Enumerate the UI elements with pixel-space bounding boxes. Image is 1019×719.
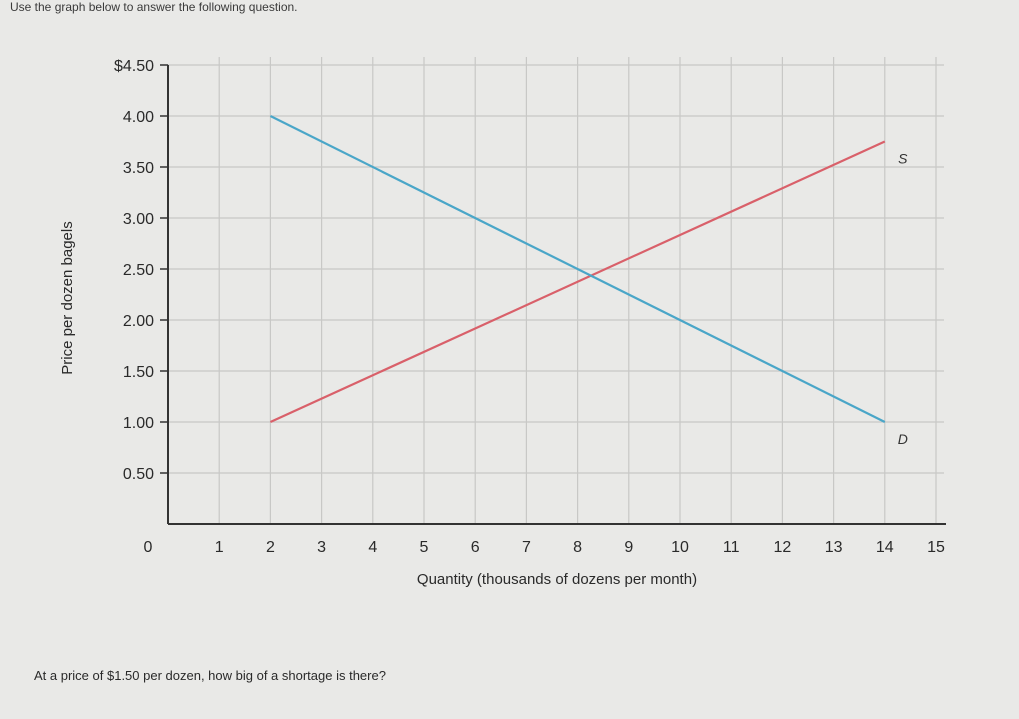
x-tick-label-7: 7 — [522, 539, 531, 556]
x-tick-label-0: 0 — [144, 539, 153, 556]
y-tick-label-4: 2.50 — [123, 262, 154, 279]
x-tick-label-10: 10 — [671, 539, 689, 556]
y-axis-label: Price per dozen bagels — [59, 221, 76, 374]
x-tick-labels: 0 1 2 3 4 5 6 7 8 9 10 11 12 13 14 15 — [144, 539, 945, 556]
y-tick-label-5: 3.00 — [123, 211, 154, 228]
series-label-S: S — [898, 151, 908, 167]
x-tick-label-2: 2 — [266, 539, 275, 556]
y-tick-label-2: 1.50 — [123, 364, 154, 381]
x-tick-label-13: 13 — [825, 539, 843, 556]
x-tick-label-11: 11 — [723, 539, 740, 556]
x-tick-label-8: 8 — [573, 539, 582, 556]
y-tick-labels: 0.50 1.00 1.50 2.00 2.50 3.00 3.50 4.00 $4.50 — [114, 58, 168, 483]
question-text: At a price of $1.50 per dozen, how big o… — [34, 668, 386, 683]
x-tick-label-14: 14 — [876, 539, 894, 556]
grid-lines — [168, 57, 944, 524]
x-tick-label-5: 5 — [420, 539, 429, 556]
axes — [167, 65, 946, 525]
y-tick-label-8: $4.50 — [114, 58, 154, 75]
series-label-D: D — [898, 431, 908, 447]
y-tick-label-3: 2.00 — [123, 313, 154, 330]
x-axis-label: Quantity (thousands of dozens per month) — [417, 571, 697, 588]
instruction-text: Use the graph below to answer the follow… — [10, 0, 298, 14]
y-tick-label-0: 0.50 — [123, 466, 154, 483]
y-tick-label-6: 3.50 — [123, 160, 154, 177]
series-line-S — [269, 140, 886, 424]
y-tick-label-1: 1.00 — [123, 415, 154, 432]
x-tick-label-9: 9 — [624, 539, 633, 556]
series-lines: SD — [269, 115, 908, 447]
x-tick-label-12: 12 — [774, 539, 792, 556]
y-tick-label-7: 4.00 — [123, 109, 154, 126]
x-tick-label-3: 3 — [317, 539, 326, 556]
x-tick-label-6: 6 — [471, 539, 480, 556]
x-tick-label-4: 4 — [368, 539, 377, 556]
x-tick-label-15: 15 — [927, 539, 945, 556]
series-line-D — [269, 115, 886, 423]
x-tick-label-1: 1 — [215, 539, 224, 556]
